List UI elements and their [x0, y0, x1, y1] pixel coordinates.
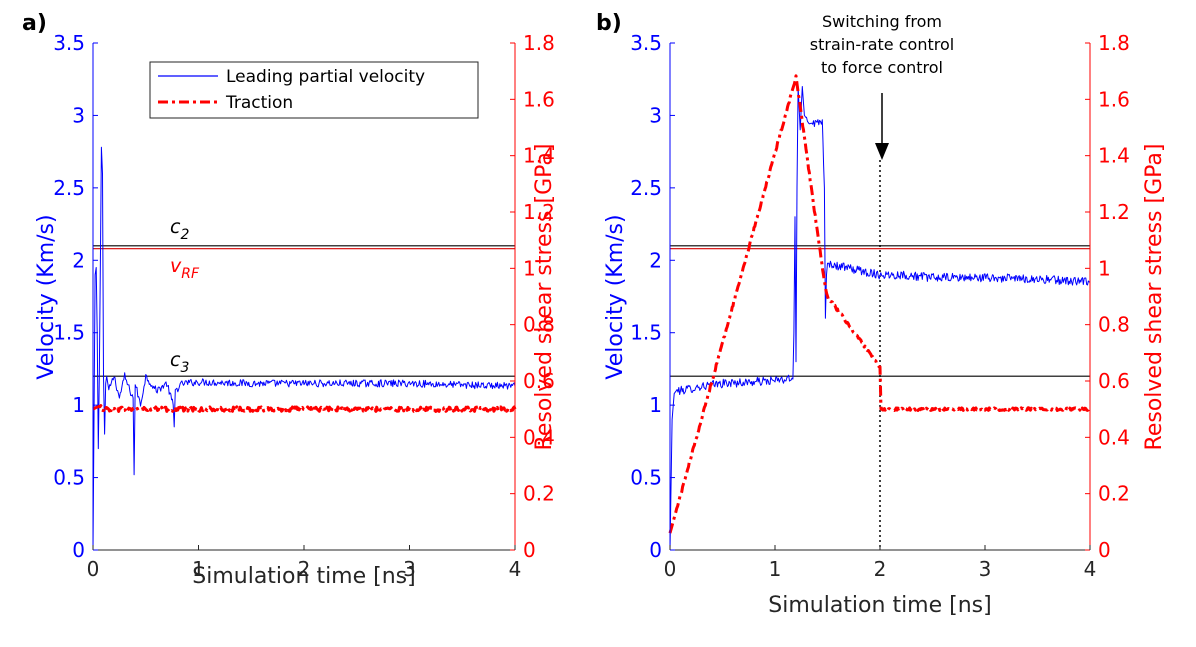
legend-box: [149, 61, 479, 119]
legend-entry-traction: Traction: [225, 93, 293, 113]
left-tick-label: 1: [649, 393, 662, 417]
left-tick-label: 0.5: [53, 466, 85, 490]
panel-b-left-ticks: 0 0.5 1 1.5 2 2.5 3 3.5: [630, 31, 675, 562]
left-tick-label: 2.5: [630, 176, 662, 200]
right-tick-label: 1.2: [1098, 200, 1130, 224]
panel-a-ylabel-left: Velocity (Km/s): [34, 214, 59, 379]
panel-b-ylabel-left: Velocity (Km/s): [603, 214, 628, 379]
left-tick-label: 2.5: [53, 176, 85, 200]
x-tick-label: 2: [874, 557, 887, 581]
panel-b-plot-area: [668, 74, 1091, 551]
panel-b: b) 0 0.5 1 1.5 2 2.5 3 3.5 0 0.2 0.4 0.6 0.8 1 1.2 1.4…: [596, 11, 1167, 618]
right-tick-label: 1.8: [1098, 31, 1130, 55]
ref-label-vrf: vRF: [170, 255, 200, 282]
panel-b-ylabel-right: Resolved shear stress [GPa]: [1142, 144, 1167, 451]
x-tick-label: 1: [769, 557, 782, 581]
annotation-line-3: to force control: [821, 58, 943, 77]
panel-b-x-ticks: 0 1 2 3 4: [664, 545, 1097, 581]
velocity-series-line: [669, 86, 1090, 551]
panel-label-a: a): [22, 11, 47, 36]
right-tick-label: 0: [1098, 538, 1111, 562]
x-tick-label: 2: [298, 557, 311, 581]
ref-label-c3: c3: [170, 349, 189, 376]
x-tick-label: 1: [192, 557, 205, 581]
annotation-line-1: Switching from: [822, 12, 942, 31]
panel-a-left-ticks: 0 0.5 1 1.5 2 2.5 3 3.5: [53, 31, 98, 562]
panel-a-right-ticks: 0 0.2 0.4 0.6 0.8 1 1.2 1.4 1.6 1.8: [510, 31, 555, 562]
right-tick-label: 1: [1098, 256, 1111, 280]
right-tick-label: 1.2: [523, 200, 555, 224]
right-tick-label: 1.6: [523, 87, 555, 111]
right-tick-label: 0.2: [523, 482, 555, 506]
left-tick-label: 3.5: [630, 31, 662, 55]
right-tick-label: 1.8: [523, 31, 555, 55]
panel-b-right-ticks: 0 0.2 0.4 0.6 0.8 1 1.2 1.4 1.6 1.8: [1085, 31, 1130, 562]
right-tick-label: 0.4: [523, 425, 555, 449]
left-tick-label: 3: [72, 103, 85, 127]
velocity-series-line: [92, 146, 516, 551]
x-tick-label: 4: [509, 557, 522, 581]
left-tick-label: 0: [649, 538, 662, 562]
legend-entry-velocity: Leading partial velocity: [226, 67, 425, 87]
right-tick-label: 0: [523, 538, 536, 562]
left-tick-label: 1.5: [630, 321, 662, 345]
panel-a-legend: Leading partial velocity Traction: [149, 61, 479, 119]
left-tick-label: 2: [649, 248, 662, 272]
right-tick-label: 0.8: [523, 313, 555, 337]
left-tick-label: 3.5: [53, 31, 85, 55]
right-tick-label: 1.4: [1098, 144, 1130, 168]
traction-series-line: [668, 74, 1091, 534]
panel-label-b: b): [596, 11, 622, 36]
right-tick-label: 0.4: [1098, 425, 1130, 449]
x-tick-label: 0: [87, 557, 100, 581]
left-tick-label: 2: [72, 248, 85, 272]
panel-a-x-ticks: 0 1 2 3 4: [87, 545, 522, 581]
right-tick-label: 0.6: [523, 369, 555, 393]
annotation-arrow-head: [875, 143, 889, 160]
right-tick-label: 0.8: [1098, 313, 1130, 337]
left-tick-label: 1.5: [53, 321, 85, 345]
x-tick-label: 0: [664, 557, 677, 581]
right-tick-label: 1.4: [523, 144, 555, 168]
left-tick-label: 0: [72, 538, 85, 562]
ref-label-c2: c2: [170, 216, 189, 243]
panel-a-plot-area: [92, 146, 517, 551]
right-tick-label: 1: [523, 256, 536, 280]
traction-series-line: [92, 404, 517, 413]
x-tick-label: 4: [1084, 557, 1097, 581]
right-tick-label: 0.6: [1098, 369, 1130, 393]
left-tick-label: 3: [649, 103, 662, 127]
panel-a-xlabel: Simulation time [ns]: [192, 564, 415, 589]
right-tick-label: 1.6: [1098, 87, 1130, 111]
panel-b-xlabel: Simulation time [ns]: [768, 593, 991, 618]
panel-a: a) 0 0.5 1 1.5 2 2.5 3 3.5 0 0.2 0.4 0.6 0.8 1 1.2 1.4…: [22, 11, 557, 589]
x-tick-label: 3: [979, 557, 992, 581]
panel-a-ylabel-right: Resolved shear stress [GPa]: [532, 144, 557, 451]
x-tick-label: 3: [403, 557, 416, 581]
annotation-line-2: strain-rate control: [810, 35, 954, 54]
left-tick-label: 1: [72, 393, 85, 417]
right-tick-label: 0.2: [1098, 482, 1130, 506]
switch-annotation: Switching from strain-rate control to fo…: [810, 12, 954, 160]
left-tick-label: 0.5: [630, 466, 662, 490]
